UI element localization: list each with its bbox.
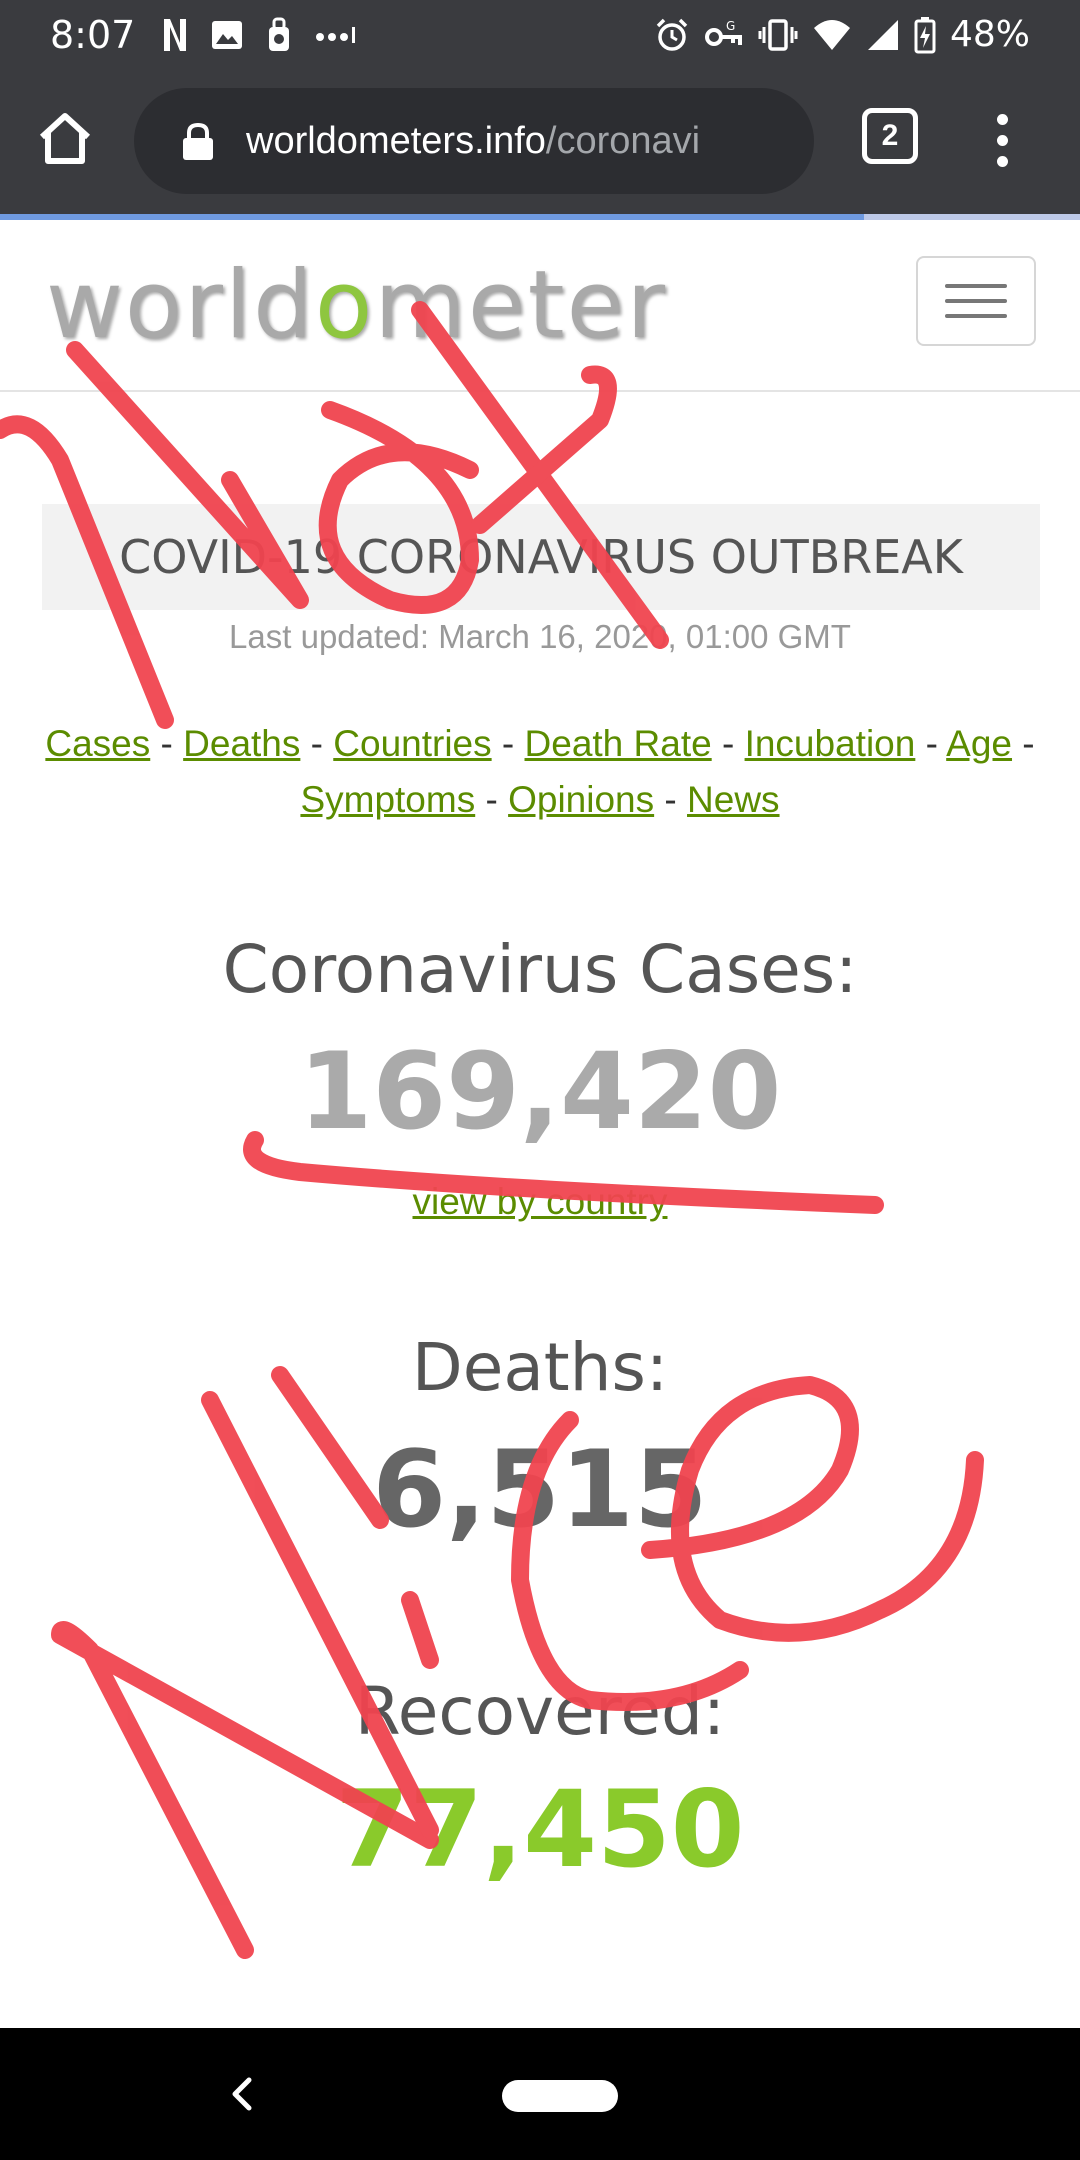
logo-part: o bbox=[124, 251, 185, 360]
hamburger-line-icon bbox=[945, 314, 1007, 318]
status-time: 8:07 bbox=[50, 13, 136, 57]
vibrate-icon bbox=[758, 19, 798, 51]
cases-label: Coronavirus Cases: bbox=[222, 931, 858, 1008]
link-age[interactable]: Age bbox=[946, 723, 1013, 764]
more-dots-icon bbox=[316, 27, 355, 43]
hamburger-line-icon bbox=[945, 299, 1007, 303]
cases-value: 169,420 bbox=[298, 1030, 782, 1153]
view-by-country: view by country bbox=[0, 1172, 1080, 1232]
lock-app-icon bbox=[269, 17, 289, 51]
image-icon bbox=[212, 21, 242, 49]
site-menu-button[interactable] bbox=[916, 256, 1036, 346]
wifi-icon bbox=[813, 20, 850, 50]
menu-dot-icon bbox=[996, 134, 1008, 146]
link-countries[interactable]: Countries bbox=[333, 723, 492, 764]
progress-fill bbox=[0, 214, 864, 220]
recovered-value: 77,450 bbox=[335, 1768, 745, 1891]
url-path: /coronavi bbox=[545, 120, 701, 162]
home-gesture-pill[interactable] bbox=[502, 2080, 618, 2112]
logo-part-green: o bbox=[314, 251, 375, 360]
vpn-key-icon: G bbox=[704, 19, 742, 46]
browser-toolbar: worldometers.info/coronavi 2 bbox=[0, 70, 1080, 216]
link-deaths[interactable]: Deaths bbox=[183, 723, 301, 764]
status-bar: 8:07 G bbox=[0, 0, 1080, 70]
last-updated: Last updated: March 16, 2020, 01:00 GMT bbox=[229, 618, 851, 655]
back-button[interactable] bbox=[212, 2064, 272, 2124]
lock-icon bbox=[183, 122, 213, 160]
address-bar[interactable]: worldometers.info/coronavi bbox=[134, 88, 814, 194]
url-text[interactable]: worldometers.info/coronavi bbox=[246, 88, 700, 194]
site-header: worldometer bbox=[0, 220, 1080, 392]
alarm-icon bbox=[656, 18, 688, 51]
logo-part: w bbox=[46, 251, 125, 360]
link-incubation[interactable]: Incubation bbox=[744, 723, 916, 764]
link-opinions[interactable]: Opinions bbox=[508, 779, 655, 820]
notification-icons bbox=[162, 14, 358, 56]
recovered-label: Recovered: bbox=[354, 1673, 726, 1750]
worldometer-logo[interactable]: worldometer bbox=[46, 256, 667, 356]
hamburger-line-icon bbox=[945, 284, 1007, 288]
link-death-rate[interactable]: Death Rate bbox=[524, 723, 712, 764]
logo-part: rld bbox=[184, 251, 315, 360]
netflix-icon bbox=[164, 19, 186, 51]
deaths-value: 6,515 bbox=[372, 1428, 708, 1551]
link-news[interactable]: News bbox=[687, 779, 780, 820]
home-icon bbox=[39, 113, 91, 164]
menu-dot-icon bbox=[996, 155, 1008, 167]
home-button[interactable] bbox=[30, 103, 100, 173]
section-links: Cases - Deaths - Countries - Death Rate … bbox=[45, 723, 1035, 820]
url-domain: worldometers.info bbox=[246, 120, 546, 162]
battery-charging-icon bbox=[914, 17, 936, 54]
view-by-country-link[interactable]: view by country bbox=[412, 1181, 668, 1222]
signal-icon bbox=[867, 20, 898, 50]
tab-switcher-button[interactable]: 2 bbox=[862, 108, 918, 164]
svg-text:G: G bbox=[726, 19, 735, 33]
annotation-stroke bbox=[401, 1591, 439, 1669]
battery-percent: 48% bbox=[949, 14, 1030, 55]
system-nav-bar bbox=[0, 2028, 1080, 2160]
menu-dot-icon bbox=[996, 113, 1008, 125]
page-load-progress bbox=[0, 214, 1080, 220]
system-icons: G 48% bbox=[654, 10, 1030, 60]
logo-part: meter bbox=[374, 251, 668, 360]
back-chevron-icon bbox=[232, 2077, 252, 2111]
annotation-stroke bbox=[471, 365, 617, 534]
browser-menu-button[interactable] bbox=[980, 100, 1024, 180]
page-banner: COVID-19 CORONAVIRUS OUTBREAK bbox=[42, 504, 1040, 610]
deaths-label: Deaths: bbox=[411, 1329, 669, 1406]
link-symptoms[interactable]: Symptoms bbox=[300, 779, 476, 820]
link-cases[interactable]: Cases bbox=[45, 723, 151, 764]
